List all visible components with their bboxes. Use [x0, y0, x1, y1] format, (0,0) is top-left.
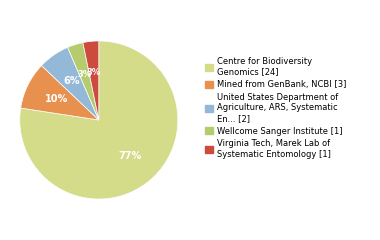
- Text: 3%: 3%: [87, 68, 101, 77]
- Wedge shape: [21, 66, 99, 120]
- Text: 6%: 6%: [63, 76, 80, 86]
- Text: 10%: 10%: [44, 94, 68, 104]
- Wedge shape: [68, 42, 99, 120]
- Wedge shape: [41, 47, 99, 120]
- Text: 77%: 77%: [118, 151, 141, 161]
- Text: 3%: 3%: [78, 70, 92, 79]
- Wedge shape: [83, 41, 99, 120]
- Legend: Centre for Biodiversity
Genomics [24], Mined from GenBank, NCBI [3], United Stat: Centre for Biodiversity Genomics [24], M…: [204, 55, 348, 161]
- Wedge shape: [20, 41, 178, 199]
